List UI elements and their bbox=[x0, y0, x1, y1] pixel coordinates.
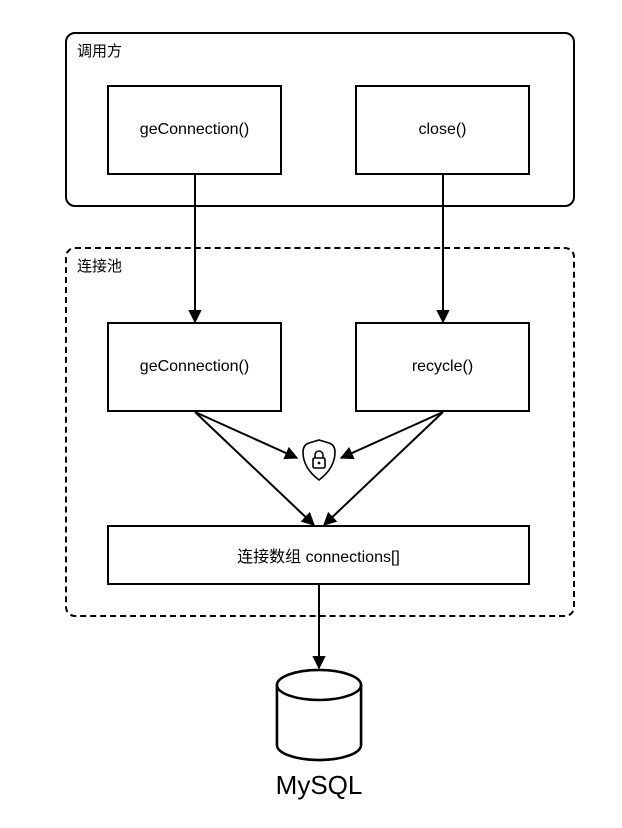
pool-recycle-node: recycle() bbox=[355, 322, 530, 412]
caller-getconnection-node: geConnection() bbox=[107, 85, 282, 175]
connections-array-node: 连接数组 connections[] bbox=[107, 525, 530, 585]
pool-getconnection-node: geConnection() bbox=[107, 322, 282, 412]
caller-close-node: close() bbox=[355, 85, 530, 175]
caller-label: 调用方 bbox=[77, 40, 122, 61]
database-icon bbox=[277, 670, 361, 760]
database-label: MySQL bbox=[219, 770, 419, 801]
pool-label: 连接池 bbox=[77, 255, 122, 276]
lock-icon bbox=[299, 438, 339, 482]
